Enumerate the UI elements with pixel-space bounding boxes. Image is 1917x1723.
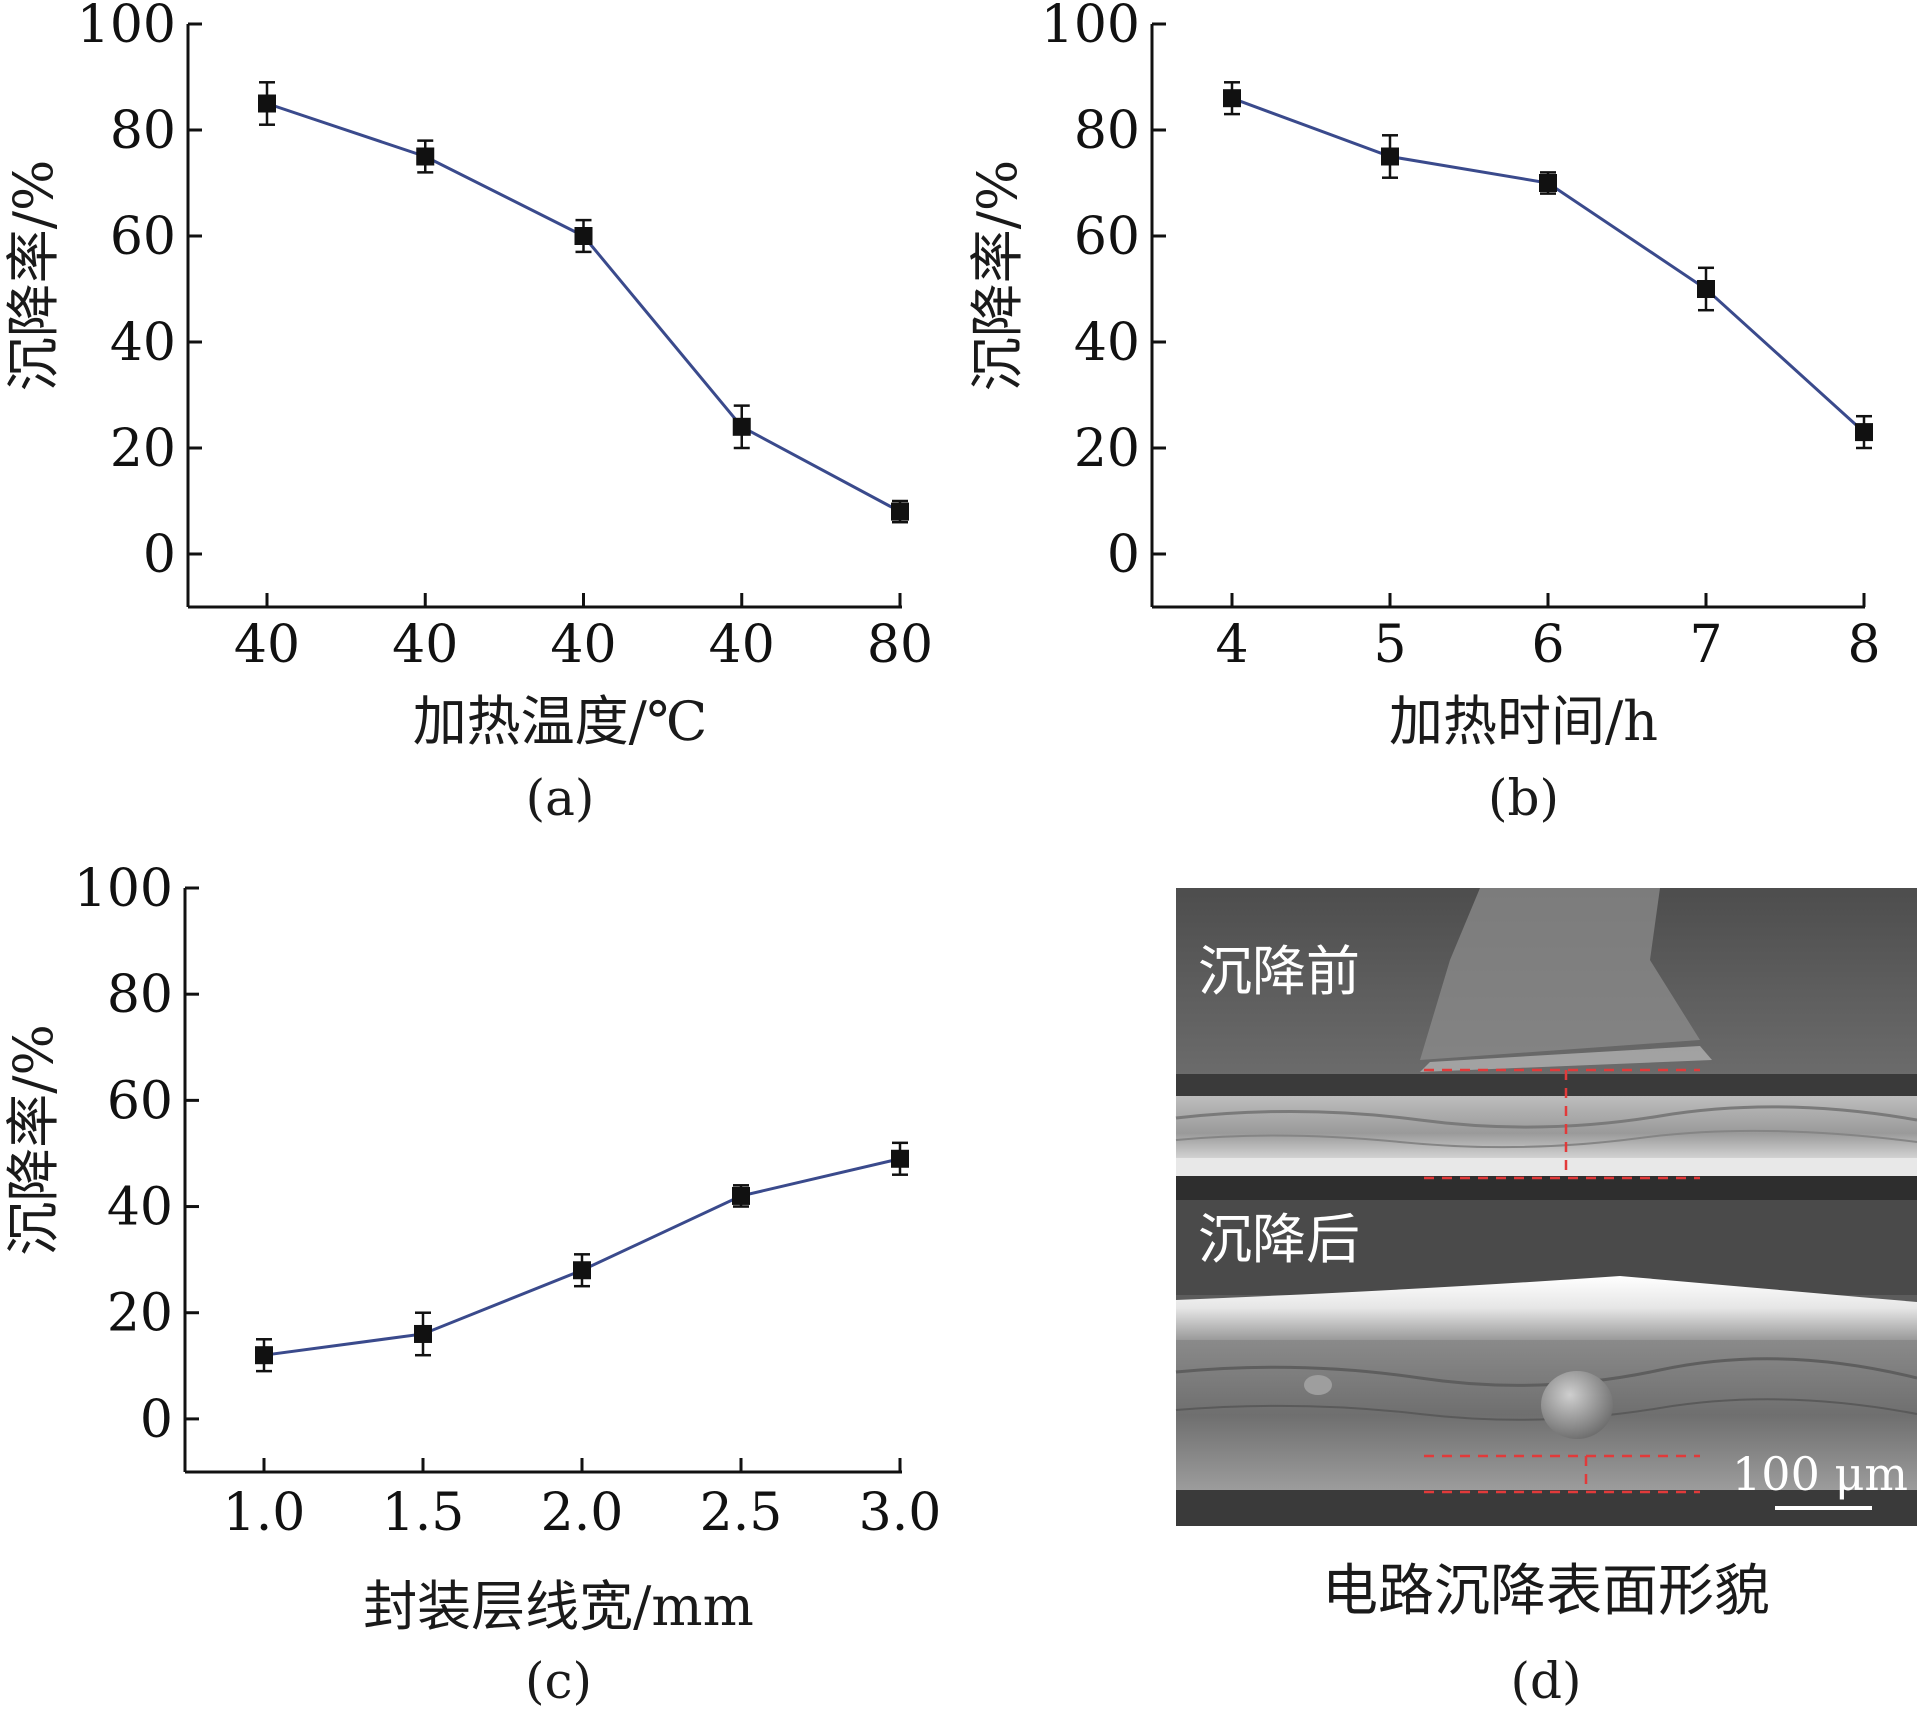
series-line (266, 102, 901, 513)
data-point (1697, 280, 1715, 298)
x-tick-label: 8 (1847, 615, 1880, 675)
y-tick-label: 20 (110, 419, 176, 479)
data-point (573, 1261, 591, 1280)
x-tick-label: 2.0 (541, 1483, 624, 1543)
x-tick-label: 80 (867, 615, 933, 675)
data-point (258, 94, 276, 113)
data-point (414, 1324, 432, 1343)
x-tick-label: 7 (1689, 615, 1722, 675)
y-tick-label: 60 (110, 207, 176, 267)
x-tick-label: 4 (1215, 615, 1248, 675)
y-tick-label: 40 (107, 1178, 173, 1238)
data-point (416, 147, 435, 166)
x-tick-label: 40 (709, 615, 775, 675)
y-tick-label: 100 (77, 0, 176, 55)
x-axis-label: 加热时间/h (1389, 690, 1658, 753)
x-tick-label: 40 (392, 615, 458, 675)
data-point (891, 1149, 909, 1168)
y-tick-label: 40 (1074, 313, 1140, 373)
data-point (1223, 89, 1241, 108)
panel-label: (c) (525, 1652, 592, 1710)
data-point (732, 1186, 750, 1205)
scale-bar-label: 100 μm (1732, 1447, 1908, 1501)
x-tick-label: 1.5 (382, 1483, 465, 1543)
data-point (732, 417, 751, 436)
chart-panel-b: 0 20 40 60 80 100 4 5 6 7 8 加热时间/h (b) 沉降率/% (966, 0, 1881, 827)
x-tick-label: 3.0 (859, 1483, 942, 1543)
chart-panel-c: 0 20 40 60 80 100 1.0 1.5 2.0 2.5 3.0 封装层线宽/mm (c) 沉降… (2, 859, 941, 1710)
data-point (1539, 174, 1557, 192)
label-after: 沉降后 (1198, 1208, 1360, 1271)
series-line (1231, 96, 1866, 434)
data-point (891, 502, 909, 521)
x-tick-label: 40 (550, 615, 616, 675)
x-tick-label: 2.5 (700, 1483, 783, 1543)
x-tick-label: 40 (234, 615, 300, 675)
panel-label: (a) (526, 769, 595, 827)
panel-label: (b) (1488, 769, 1559, 827)
thickness-guides (1424, 1068, 1700, 1494)
panel-d-caption: 电路沉降表面形貌 (1322, 1559, 1770, 1624)
x-axis-label: 加热温度/℃ (413, 690, 708, 753)
y-tick-label: 20 (1074, 419, 1140, 479)
label-before: 沉降前 (1198, 940, 1360, 1003)
x-tick-label: 6 (1531, 615, 1564, 675)
x-tick-label: 5 (1373, 615, 1406, 675)
y-axis-label: 沉降率/% (966, 160, 1029, 392)
y-tick-label: 60 (107, 1071, 173, 1131)
data-point (1855, 423, 1873, 442)
y-axis-label: 沉降率/% (2, 160, 65, 392)
y-tick-label: 20 (107, 1284, 173, 1344)
y-tick-label: 80 (110, 101, 176, 161)
y-tick-label: 0 (1107, 525, 1140, 585)
sem-image (1175, 888, 1917, 1526)
y-tick-label: 80 (107, 965, 173, 1025)
data-point (255, 1346, 273, 1365)
y-tick-label: 100 (74, 859, 173, 919)
data-point (1381, 147, 1399, 166)
panel-d-label: (d) (1510, 1652, 1581, 1710)
y-tick-label: 0 (140, 1390, 173, 1450)
y-tick-label: 40 (110, 313, 176, 373)
data-point (574, 227, 593, 245)
y-tick-label: 60 (1074, 207, 1140, 267)
x-tick-label: 1.0 (223, 1483, 306, 1543)
y-tick-label: 0 (143, 525, 176, 585)
chart-panel-a: 0 20 40 60 80 100 40 40 40 40 80 加热温度/℃ (a) 沉降率/% (2, 0, 933, 827)
chart-panel-d: 沉降前 沉降后 100 μm 电路沉降表面形貌 (d) (1175, 888, 1917, 1710)
y-axis-label: 沉降率/% (2, 1024, 65, 1256)
x-axis-label: 封装层线宽/mm (363, 1575, 754, 1638)
y-tick-label: 80 (1074, 101, 1140, 161)
y-tick-label: 100 (1041, 0, 1140, 55)
scale-bar: 100 μm (1732, 1447, 1908, 1510)
